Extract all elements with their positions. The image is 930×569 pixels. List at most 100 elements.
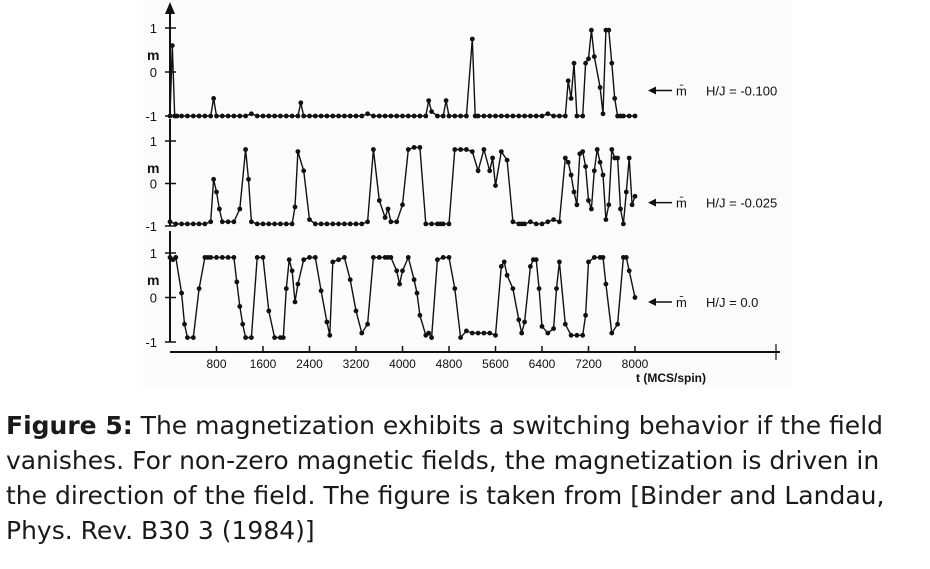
- data-point: [435, 113, 440, 119]
- data-point: [185, 335, 190, 340]
- figure-background: [143, 0, 791, 388]
- data-point: [522, 319, 527, 325]
- data-point: [254, 113, 260, 119]
- y-tick-label: 1: [150, 21, 157, 36]
- data-point: [179, 290, 185, 296]
- data-point: [429, 109, 434, 114]
- data-point: [301, 168, 307, 174]
- data-point: [414, 290, 420, 296]
- data-point: [179, 221, 185, 227]
- data-point: [388, 255, 394, 260]
- data-point: [594, 147, 600, 152]
- data-point: [545, 111, 551, 117]
- data-point: [606, 202, 612, 208]
- data-point: [371, 113, 376, 119]
- data-point: [298, 100, 304, 106]
- data-point: [342, 113, 347, 119]
- data-point: [539, 221, 545, 227]
- data-point: [533, 113, 539, 119]
- data-point: [583, 164, 588, 169]
- data-point: [597, 159, 603, 165]
- data-point: [347, 221, 353, 227]
- data-point: [557, 113, 562, 119]
- data-point: [533, 257, 539, 263]
- data-point: [519, 330, 525, 336]
- data-point: [629, 202, 635, 208]
- data-point: [179, 113, 185, 119]
- data-point: [243, 335, 249, 340]
- data-point: [446, 255, 452, 260]
- data-point: [353, 308, 359, 314]
- data-point: [249, 335, 254, 340]
- data-point: [283, 113, 289, 119]
- data-point: [600, 255, 606, 260]
- data-point: [609, 147, 615, 152]
- data-point: [225, 219, 231, 225]
- legend-field-label: H/J = 0.0: [706, 295, 758, 310]
- data-point: [426, 330, 432, 336]
- legend-field-label: H/J = -0.100: [706, 83, 777, 98]
- y-axis-arrowhead: [165, 2, 175, 14]
- data-point: [219, 255, 225, 260]
- data-point: [580, 332, 586, 338]
- legend-mbar-label: m̄: [676, 196, 687, 211]
- data-point: [243, 147, 249, 152]
- data-point: [266, 113, 272, 119]
- x-tick-label: 7200: [575, 357, 602, 371]
- data-point: [504, 157, 510, 163]
- data-point: [528, 113, 533, 119]
- y-tick-label: 0: [150, 177, 157, 192]
- data-point: [586, 259, 591, 265]
- data-point: [400, 202, 405, 208]
- data-point: [464, 113, 469, 119]
- data-point: [458, 335, 463, 340]
- data-point: [307, 255, 312, 260]
- data-point: [394, 113, 400, 119]
- data-point: [464, 147, 469, 152]
- data-point: [452, 147, 458, 152]
- data-point: [278, 221, 283, 227]
- data-point: [574, 113, 580, 119]
- data-point: [626, 113, 632, 119]
- data-point: [173, 255, 179, 260]
- data-point: [545, 219, 551, 225]
- data-point: [272, 335, 277, 340]
- data-point: [554, 286, 559, 291]
- data-point: [522, 113, 527, 119]
- data-point: [411, 113, 417, 119]
- data-point: [312, 113, 318, 119]
- data-point: [246, 176, 251, 182]
- data-point: [208, 255, 214, 260]
- data-point: [289, 268, 295, 274]
- data-point: [487, 168, 493, 174]
- data-point: [583, 312, 588, 318]
- data-point: [609, 60, 615, 66]
- panel-1: 1 0 -1 m m̄ H/J = -0.100: [145, 2, 777, 124]
- data-point: [327, 332, 333, 338]
- data-point: [231, 113, 237, 119]
- data-point: [533, 221, 539, 227]
- data-point: [301, 113, 307, 119]
- data-point: [307, 113, 312, 119]
- x-tick-label: 3200: [343, 357, 370, 371]
- data-point: [571, 189, 577, 195]
- data-point: [359, 113, 365, 119]
- x-tick-label: 4000: [389, 357, 416, 371]
- data-point: [405, 113, 411, 119]
- data-point: [217, 206, 222, 212]
- data-point: [606, 27, 612, 33]
- data-point: [190, 113, 196, 119]
- panel-3: 1 0 -1 m m̄ H/J = 0.0: [145, 231, 758, 350]
- data-point: [452, 286, 458, 291]
- x-tick-label: 800: [206, 357, 226, 371]
- data-point: [336, 257, 341, 263]
- data-point: [510, 219, 516, 225]
- data-point: [219, 219, 225, 225]
- data-point: [536, 286, 542, 291]
- data-point: [510, 286, 516, 291]
- data-point: [266, 308, 272, 314]
- data-point: [487, 113, 493, 119]
- data-point: [615, 321, 620, 327]
- data-point: [365, 321, 370, 327]
- data-point: [568, 172, 574, 178]
